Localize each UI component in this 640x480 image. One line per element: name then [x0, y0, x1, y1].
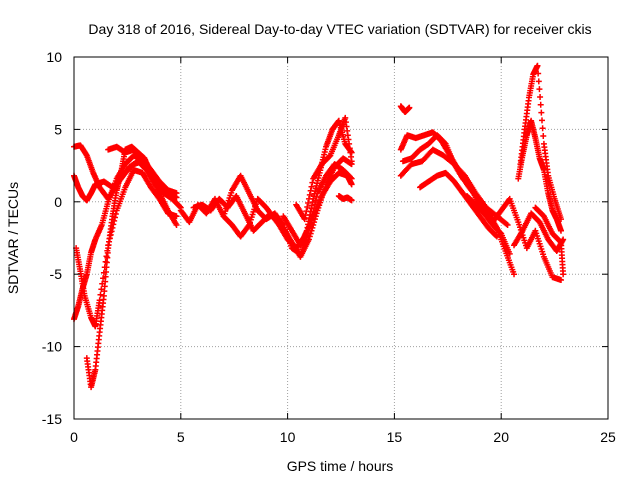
y-tick-label: -10	[42, 339, 62, 355]
series-track-k	[293, 114, 355, 223]
data-point	[538, 109, 545, 116]
series-track-t	[532, 204, 567, 278]
y-tick-label: -5	[50, 266, 63, 282]
data-point	[560, 271, 567, 278]
data-point	[535, 78, 542, 85]
data-point	[173, 213, 180, 220]
data-point	[348, 158, 355, 165]
y-tick-label: 0	[54, 194, 62, 210]
series-track-m	[397, 103, 413, 116]
plot-frame	[73, 56, 609, 420]
data-point	[305, 195, 312, 202]
data-point	[302, 212, 309, 219]
x-tick-label: 25	[600, 429, 616, 445]
y-tick-label: 5	[54, 121, 62, 137]
data-point	[558, 276, 565, 283]
data-point	[534, 62, 541, 69]
data-point	[304, 204, 311, 211]
x-axis-label: GPS time / hours	[287, 458, 394, 474]
series-track-h	[190, 169, 355, 252]
data-point	[504, 221, 511, 228]
data-point	[308, 183, 315, 190]
x-tick-label: 5	[177, 429, 185, 445]
series-track-f	[105, 143, 180, 197]
data-point	[311, 219, 318, 226]
data-point	[493, 232, 500, 239]
series-track-i	[220, 155, 355, 260]
y-axis-label: SDTVAR / TECUs	[5, 182, 21, 294]
data-point	[503, 221, 510, 228]
data-point	[307, 187, 314, 194]
data-point	[311, 216, 318, 223]
data-point	[176, 203, 183, 210]
data-point	[511, 271, 518, 278]
data-point	[493, 233, 500, 240]
data-point	[406, 104, 413, 111]
data-point	[557, 238, 564, 245]
data-point	[537, 93, 544, 100]
data-point	[558, 216, 565, 223]
data-point	[348, 197, 355, 204]
data-point	[538, 117, 545, 124]
data-point	[173, 190, 180, 197]
data-point	[97, 291, 104, 298]
data-point	[303, 208, 310, 215]
series-track-o	[399, 132, 518, 278]
data-point	[348, 181, 355, 188]
series-track-l	[335, 193, 355, 204]
data-point	[313, 210, 320, 217]
data-point	[307, 230, 314, 237]
x-tick-label: 15	[387, 429, 403, 445]
series-track-q	[417, 169, 500, 240]
x-tick-label: 0	[70, 429, 78, 445]
data-point	[305, 199, 312, 206]
y-tick-label: -15	[42, 411, 62, 427]
data-point	[173, 221, 180, 228]
data-point	[306, 233, 313, 240]
data-point	[539, 125, 546, 132]
data-point	[535, 70, 542, 77]
data-point	[245, 223, 252, 230]
data-point	[310, 221, 317, 228]
data-point	[301, 216, 308, 223]
data-point	[312, 213, 319, 220]
y-tick-label: 10	[46, 49, 62, 65]
series-track-j	[280, 117, 355, 249]
x-tick-label: 20	[493, 429, 509, 445]
x-tick-label: 10	[280, 429, 296, 445]
data-point	[536, 86, 543, 93]
series-track-u	[515, 117, 565, 234]
data-marks	[71, 62, 567, 391]
series-track-v	[517, 62, 565, 223]
axis-ticks: 0 5 10 15 20 25 -15 -10 -5 0 5 10	[42, 49, 616, 445]
data-point	[305, 236, 312, 243]
chart-title: Day 318 of 2016, Sidereal Day-to-day VTE…	[88, 21, 591, 37]
data-point	[537, 101, 544, 108]
data-point	[558, 227, 565, 234]
data-point	[309, 179, 316, 186]
series-track-r	[464, 193, 565, 283]
data-point	[306, 191, 313, 198]
data-point	[540, 133, 547, 140]
